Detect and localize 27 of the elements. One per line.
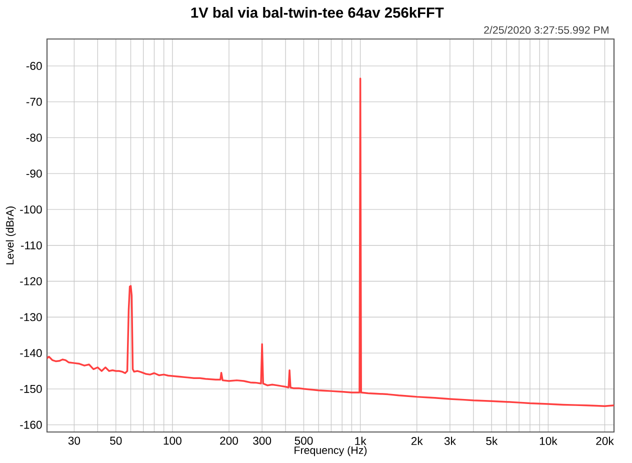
y-tick-label: -110 [20, 241, 42, 250]
y-axis-title: Level (dBrA) [6, 206, 16, 264]
y-tick-label: -100 [20, 205, 42, 214]
y-tick-label: -160 [20, 420, 42, 429]
x-tick-label: 10k [540, 436, 558, 446]
x-tick-label: 1k [355, 436, 366, 445]
y-tick-label: -80 [26, 134, 42, 142]
y-tick-label: -140 [20, 349, 42, 358]
x-tick-label: 500 [294, 436, 313, 445]
x-tick-label: 100 [164, 436, 182, 445]
chart-title: 1V bal via bal-twin-tee 64av 256kFFT [191, 7, 444, 18]
x-tick-label: 200 [220, 436, 238, 445]
x-tick-label: 2k [411, 436, 423, 445]
text: 2/25/2020 3:27:55.992 PM [484, 26, 608, 34]
y-tick-label: -150 [20, 384, 42, 393]
y-tick-label: -90 [26, 170, 42, 178]
y-tick-label: -120 [20, 277, 42, 286]
x-tick-label: 30 [68, 436, 80, 445]
x-axis-title: Frequency (Hz) [294, 446, 367, 456]
x-tick-label: 5k [486, 436, 498, 446]
x-tick-label: 3k [444, 436, 456, 446]
y-tick-label: -130 [20, 313, 42, 322]
y-tick-label: -60 [26, 62, 42, 70]
x-tick-label: 20k [596, 436, 614, 446]
x-tick-label: 50 [110, 436, 122, 445]
x-tick-label: 300 [253, 436, 272, 445]
y-tick-label: -70 [26, 98, 42, 106]
